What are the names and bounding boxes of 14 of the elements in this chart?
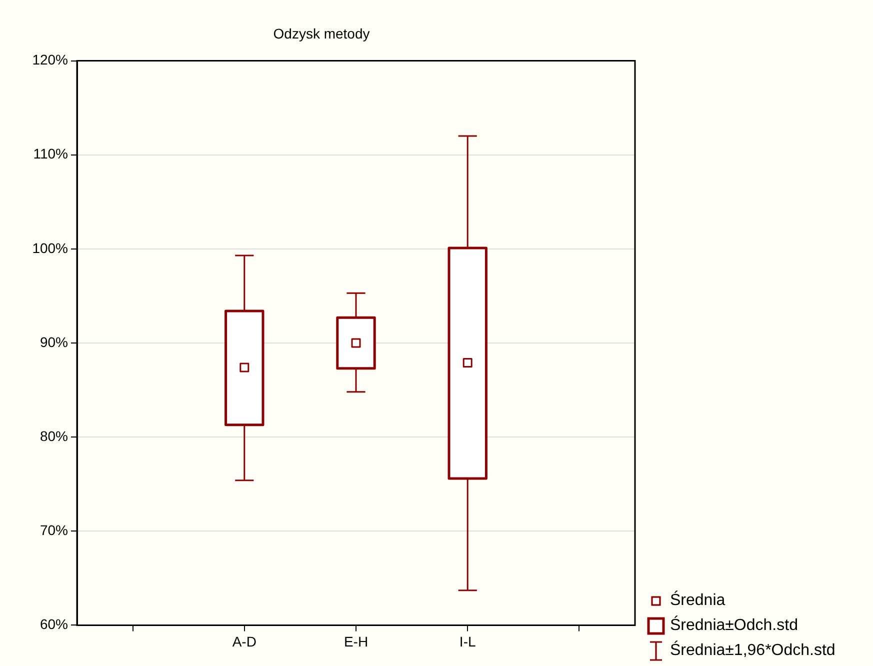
y-tick-label: 120% <box>32 52 68 68</box>
y-tick-label: 100% <box>32 240 68 256</box>
y-tick-label: 80% <box>40 428 68 444</box>
text: Średnia±1,96*Odch.std <box>670 642 836 660</box>
text: Średnia±Odch.std <box>670 616 798 634</box>
x-tick-label: E-H <box>344 633 368 650</box>
y-tick-label: 70% <box>40 522 68 538</box>
text: Średnia <box>670 592 726 610</box>
x-tick-label: A-D <box>232 633 256 650</box>
y-tick-label: 90% <box>40 334 68 350</box>
y-tick-label: 110% <box>33 146 68 162</box>
y-tick-label: 60% <box>40 616 68 632</box>
chart-title: Odzysk metody <box>273 25 370 42</box>
x-tick-label: I-L <box>459 633 476 650</box>
